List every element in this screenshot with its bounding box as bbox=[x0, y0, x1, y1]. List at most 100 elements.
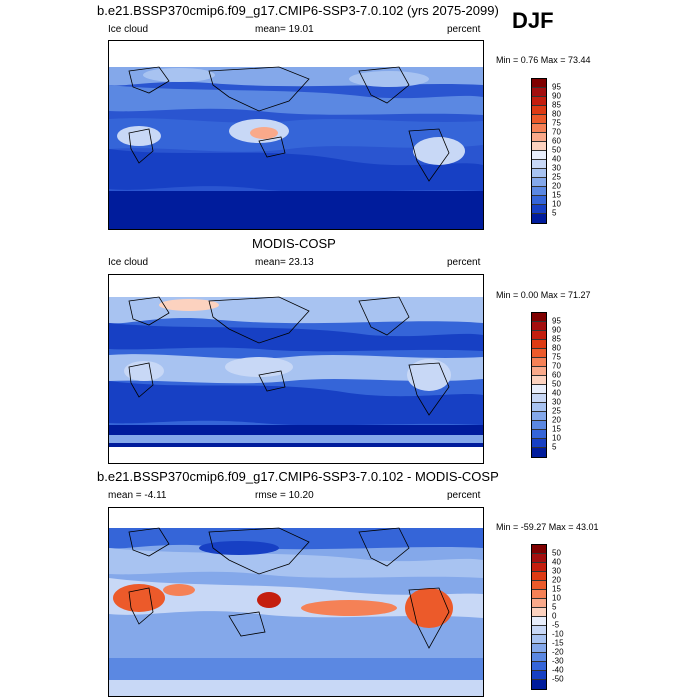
colorbar-segment bbox=[532, 385, 546, 394]
panel2-units-label: percent bbox=[447, 257, 481, 268]
colorbar-tick-label: 5 bbox=[552, 602, 557, 612]
colorbar-segment bbox=[532, 590, 546, 599]
colorbar-segment bbox=[532, 214, 546, 223]
panel2-colorbar bbox=[531, 312, 547, 458]
panel2-map bbox=[108, 274, 484, 464]
colorbar-segment bbox=[532, 115, 546, 124]
colorbar-tick-label: 80 bbox=[552, 343, 561, 353]
colorbar-segment bbox=[532, 394, 546, 403]
colorbar-tick-label: 15 bbox=[552, 424, 561, 434]
colorbar-tick-label: 60 bbox=[552, 136, 561, 146]
colorbar-tick-label: 30 bbox=[552, 566, 561, 576]
colorbar-segment bbox=[532, 133, 546, 142]
colorbar-tick-label: -20 bbox=[552, 647, 564, 657]
colorbar-segment bbox=[532, 178, 546, 187]
panel1-units-label: percent bbox=[447, 24, 481, 35]
panel1-title: b.e21.BSSP370cmip6.f09_g17.CMIP6-SSP3-7.… bbox=[97, 3, 499, 18]
colorbar-segment bbox=[532, 160, 546, 169]
colorbar-segment bbox=[532, 376, 546, 385]
colorbar-tick-label: 20 bbox=[552, 415, 561, 425]
colorbar-tick-label: 85 bbox=[552, 334, 561, 344]
colorbar-segment bbox=[532, 196, 546, 205]
colorbar-tick-label: 25 bbox=[552, 406, 561, 416]
colorbar-tick-label: -5 bbox=[552, 620, 560, 630]
colorbar-segment bbox=[532, 205, 546, 214]
colorbar-segment bbox=[532, 322, 546, 331]
colorbar-tick-label: 20 bbox=[552, 575, 561, 585]
colorbar-segment bbox=[532, 448, 546, 457]
colorbar-tick-label: 40 bbox=[552, 154, 561, 164]
panel1-map-field bbox=[109, 41, 483, 229]
colorbar-segment bbox=[532, 617, 546, 626]
colorbar-tick-label: 70 bbox=[552, 127, 561, 137]
colorbar-tick-label: 60 bbox=[552, 370, 561, 380]
colorbar-segment bbox=[532, 349, 546, 358]
colorbar-segment bbox=[532, 412, 546, 421]
panel2-minmax: Min = 0.00 Max = 71.27 bbox=[496, 290, 591, 300]
colorbar-tick-label: 10 bbox=[552, 433, 561, 443]
colorbar-segment bbox=[532, 187, 546, 196]
colorbar-tick-label: 50 bbox=[552, 548, 561, 558]
colorbar-tick-label: 40 bbox=[552, 557, 561, 567]
colorbar-segment bbox=[532, 671, 546, 680]
colorbar-tick-label: 5 bbox=[552, 442, 557, 452]
colorbar-segment bbox=[532, 563, 546, 572]
colorbar-segment bbox=[532, 421, 546, 430]
panel3-minmax: Min = -59.27 Max = 43.01 bbox=[496, 522, 599, 532]
colorbar-segment bbox=[532, 644, 546, 653]
colorbar-segment bbox=[532, 608, 546, 617]
colorbar-segment bbox=[532, 88, 546, 97]
panel2-title: MODIS-COSP bbox=[252, 236, 336, 251]
panel3-map bbox=[108, 507, 484, 697]
colorbar-segment bbox=[532, 331, 546, 340]
colorbar-tick-label: 40 bbox=[552, 388, 561, 398]
colorbar-segment bbox=[532, 572, 546, 581]
colorbar-tick-label: -10 bbox=[552, 629, 564, 639]
colorbar-segment bbox=[532, 169, 546, 178]
colorbar-segment bbox=[532, 662, 546, 671]
colorbar-segment bbox=[532, 653, 546, 662]
colorbar-segment bbox=[532, 358, 546, 367]
colorbar-tick-label: 50 bbox=[552, 145, 561, 155]
colorbar-tick-label: 20 bbox=[552, 181, 561, 191]
colorbar-tick-label: 70 bbox=[552, 361, 561, 371]
colorbar-tick-label: 5 bbox=[552, 208, 557, 218]
colorbar-tick-label: 15 bbox=[552, 190, 561, 200]
colorbar-segment bbox=[532, 635, 546, 644]
colorbar-segment bbox=[532, 626, 546, 635]
panel2-mean-label: mean= 23.13 bbox=[255, 257, 314, 268]
colorbar-segment bbox=[532, 142, 546, 151]
colorbar-segment bbox=[532, 106, 546, 115]
colorbar-tick-label: 30 bbox=[552, 397, 561, 407]
panel1-minmax: Min = 0.76 Max = 73.44 bbox=[496, 55, 591, 65]
colorbar-tick-label: 95 bbox=[552, 316, 561, 326]
panel1-map bbox=[108, 40, 484, 230]
panel3-title: b.e21.BSSP370cmip6.f09_g17.CMIP6-SSP3-7.… bbox=[97, 469, 499, 484]
colorbar-segment bbox=[532, 124, 546, 133]
colorbar-segment bbox=[532, 340, 546, 349]
colorbar-tick-label: 90 bbox=[552, 325, 561, 335]
colorbar-segment bbox=[532, 367, 546, 376]
colorbar-tick-label: 75 bbox=[552, 118, 561, 128]
colorbar-segment bbox=[532, 151, 546, 160]
colorbar-segment bbox=[532, 581, 546, 590]
panel3-mean-label: mean = -4.11 bbox=[108, 490, 167, 501]
colorbar-tick-label: 0 bbox=[552, 611, 557, 621]
panel2-variable-label: Ice cloud bbox=[108, 257, 149, 268]
season-label: DJF bbox=[512, 8, 554, 33]
colorbar-segment bbox=[532, 545, 546, 554]
colorbar-tick-label: -15 bbox=[552, 638, 564, 648]
colorbar-segment bbox=[532, 680, 546, 689]
panel2-map-field bbox=[109, 275, 483, 463]
colorbar-tick-label: 80 bbox=[552, 109, 561, 119]
colorbar-segment bbox=[532, 554, 546, 563]
colorbar-tick-label: 90 bbox=[552, 91, 561, 101]
colorbar-tick-label: 85 bbox=[552, 100, 561, 110]
colorbar-tick-label: 95 bbox=[552, 82, 561, 92]
colorbar-tick-label: 25 bbox=[552, 172, 561, 182]
colorbar-segment bbox=[532, 430, 546, 439]
panel3-colorbar bbox=[531, 544, 547, 690]
colorbar-tick-label: 10 bbox=[552, 593, 561, 603]
panel1-mean-label: mean= 19.01 bbox=[255, 24, 314, 35]
colorbar-segment bbox=[532, 79, 546, 88]
